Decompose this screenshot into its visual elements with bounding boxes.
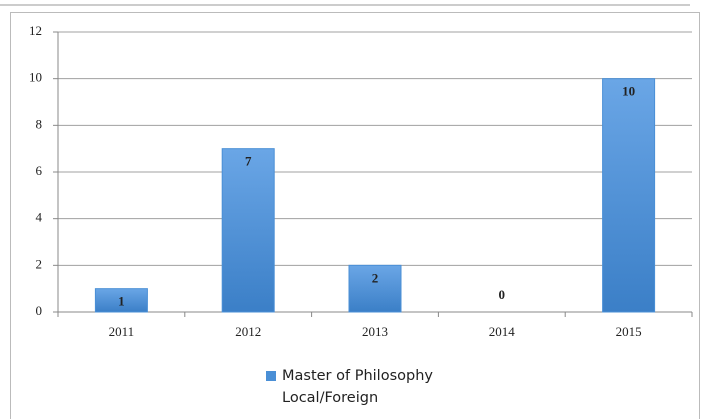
bar [602,78,656,313]
bar [348,264,402,313]
data-label: 7 [245,154,252,169]
y-tick-label: 6 [36,163,43,178]
x-tick-label: 2011 [109,324,135,339]
legend: Master of Philosophy Local/Foreign [266,365,466,409]
legend-swatch [266,371,276,381]
y-tick-label: 10 [29,70,42,85]
y-tick-label: 4 [36,210,43,225]
data-label: 2 [372,270,379,285]
data-label: 10 [622,84,635,99]
bar [221,148,275,313]
data-label: 1 [118,294,125,309]
frame [10,12,700,419]
x-tick-label: 2014 [489,324,516,339]
y-tick-label: 8 [36,116,43,131]
bar [94,288,148,313]
y-tick-label: 0 [36,303,43,318]
data-label: 0 [499,287,506,302]
y-tick-label: 2 [36,256,43,271]
x-tick-label: 2015 [616,324,642,339]
x-tick-label: 2013 [362,324,388,339]
x-tick-label: 2012 [235,324,261,339]
legend-label: Master of Philosophy Local/Foreign [282,368,433,406]
y-tick-label: 12 [29,23,42,38]
